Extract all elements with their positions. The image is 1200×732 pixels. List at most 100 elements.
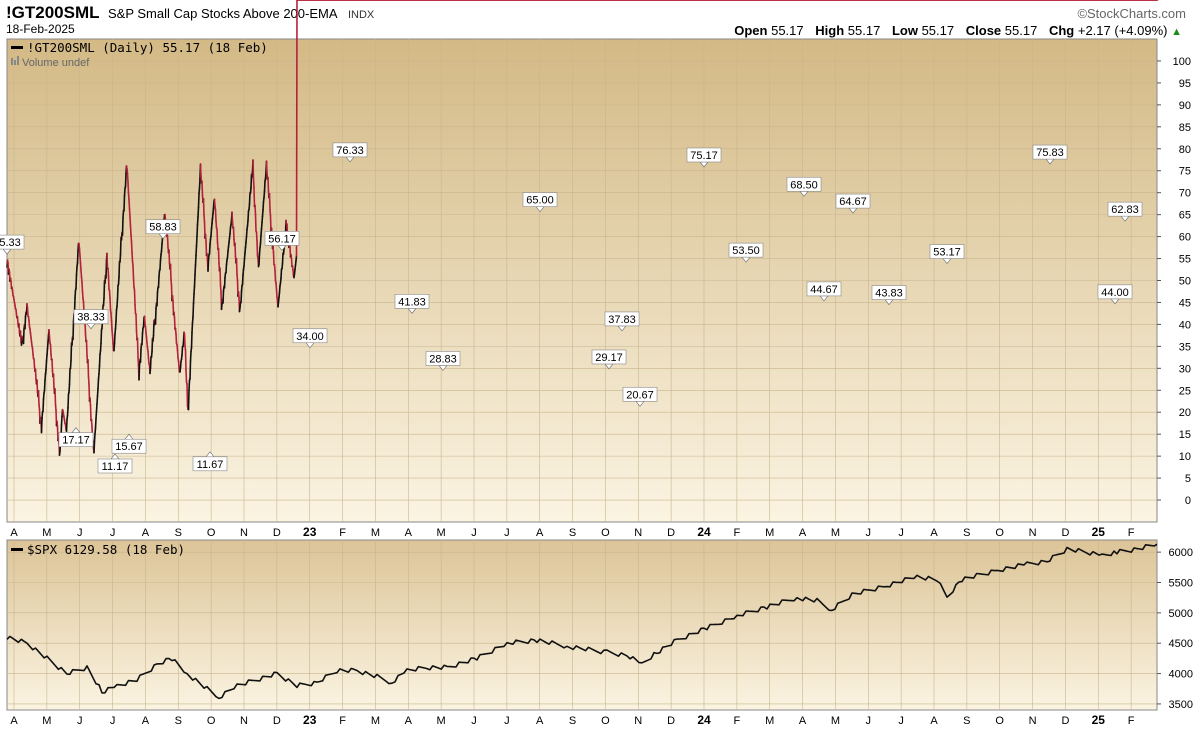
value-callout: 20.67 [622,386,658,407]
series-segment [225,263,228,274]
series-segment [245,236,248,244]
x-tick-label: A [536,527,544,539]
x-tick-label: A [799,527,807,539]
series-segment [98,353,101,367]
value-callout: 17.17 [58,427,94,447]
series-segment [48,336,51,344]
series-segment [72,320,75,341]
series-segment [45,360,48,371]
x-tick-label: A [10,715,18,727]
y-tick-label: 80 [1179,144,1191,156]
y-tick-label: 40 [1179,319,1191,331]
callout-box [1097,284,1133,300]
series-segment [214,208,217,222]
series-segment [147,350,150,360]
value-callout: 62.83 [1107,201,1143,222]
series-segment [95,410,98,420]
series-segment [198,187,201,195]
high-label: High [815,23,845,38]
x-tick-label: N [634,527,642,539]
series-segment [93,440,96,454]
series-segment [31,347,34,356]
callout-text: 41.83 [398,296,426,308]
value-callout: 55.33 [0,234,25,255]
callout-text: 15.67 [115,441,143,453]
brand-logo[interactable]: ©StockCharts.com [1077,6,1186,21]
y-tick-label: 4000 [1169,669,1193,681]
x-tick-label: A [536,715,544,727]
series-segment [146,341,149,349]
callout-text: 75.17 [690,150,718,162]
series-segment [115,309,118,323]
top-y-axis: 0 5 10 15 20 25 30 35 40 45 50 55 60 65 70 75 80 85 90 95 10… [1157,56,1191,507]
series-segment [187,389,190,411]
series-segment [277,301,280,308]
callout-box [111,438,147,454]
series-segment [229,226,232,235]
series-segment [189,360,192,380]
series-segment [97,378,100,390]
x-tick-label: J [866,527,872,539]
series-segment [89,397,92,407]
series-segment [259,234,262,245]
y-tick-label: 45 [1179,297,1191,309]
x-tick-label: J [866,715,872,727]
series-segment [188,379,191,391]
y-tick-label: 60 [1179,232,1191,244]
series-segment [99,342,102,352]
series-segment [192,293,195,305]
y-tick-label: 5000 [1169,608,1193,620]
chg-label: Chg [1048,23,1075,38]
series-segment [110,312,113,322]
series-segment [261,209,264,218]
series-segment [185,369,188,383]
series-segment [231,211,234,223]
series-segment [79,262,82,271]
x-tick-label: J [77,527,83,539]
series-segment [193,273,196,288]
series-segment [252,178,255,189]
series-segment [106,252,109,270]
y-tick-label: 100 [1173,56,1191,68]
series-segment [15,308,18,316]
x-tick-label: M [831,715,840,727]
series-segment [168,249,171,265]
series-segment [159,259,162,271]
series-segment [36,379,39,394]
y-tick-label: 20 [1179,407,1191,419]
series-segment [93,432,96,443]
volume-label: Volume undef [22,57,90,69]
callout-box [58,432,94,447]
series-segment [208,243,211,255]
series-segment [161,237,164,245]
series-segment [97,372,100,380]
series-segment [171,295,174,303]
series-segment [261,215,264,224]
series-segment [159,253,162,261]
series-segment [22,328,25,345]
series-segment [204,233,207,242]
series-segment [114,327,117,335]
series-segment [69,359,72,370]
callout-text: 44.67 [810,284,838,296]
series-segment [263,190,266,199]
series-segment [68,367,71,386]
callout-text: 55.33 [0,237,21,249]
series-segment [196,223,199,237]
bottom-x-axis: A M J J A S O N D 23 F M A M J J A S O N D 24 F M A M J J A S O N D 25 F [10,713,1134,727]
series-segment [216,228,219,244]
series-segment [275,282,278,290]
callout-text: 64.67 [839,196,867,208]
chart-header: !GT200SML S&P Small Cap Stocks Above 200… [6,3,374,23]
series-segment [207,259,210,272]
x-tick-label: A [142,527,150,539]
x-tick-label: A [930,715,938,727]
y-tick-label: 0 [1185,495,1191,507]
value-callout: 11.17 [97,453,133,474]
value-callout: 65.00 [522,192,558,213]
callout-box [394,294,430,309]
x-tick-label: S [569,715,576,727]
series-segment [186,383,189,407]
series-segment [44,373,47,382]
